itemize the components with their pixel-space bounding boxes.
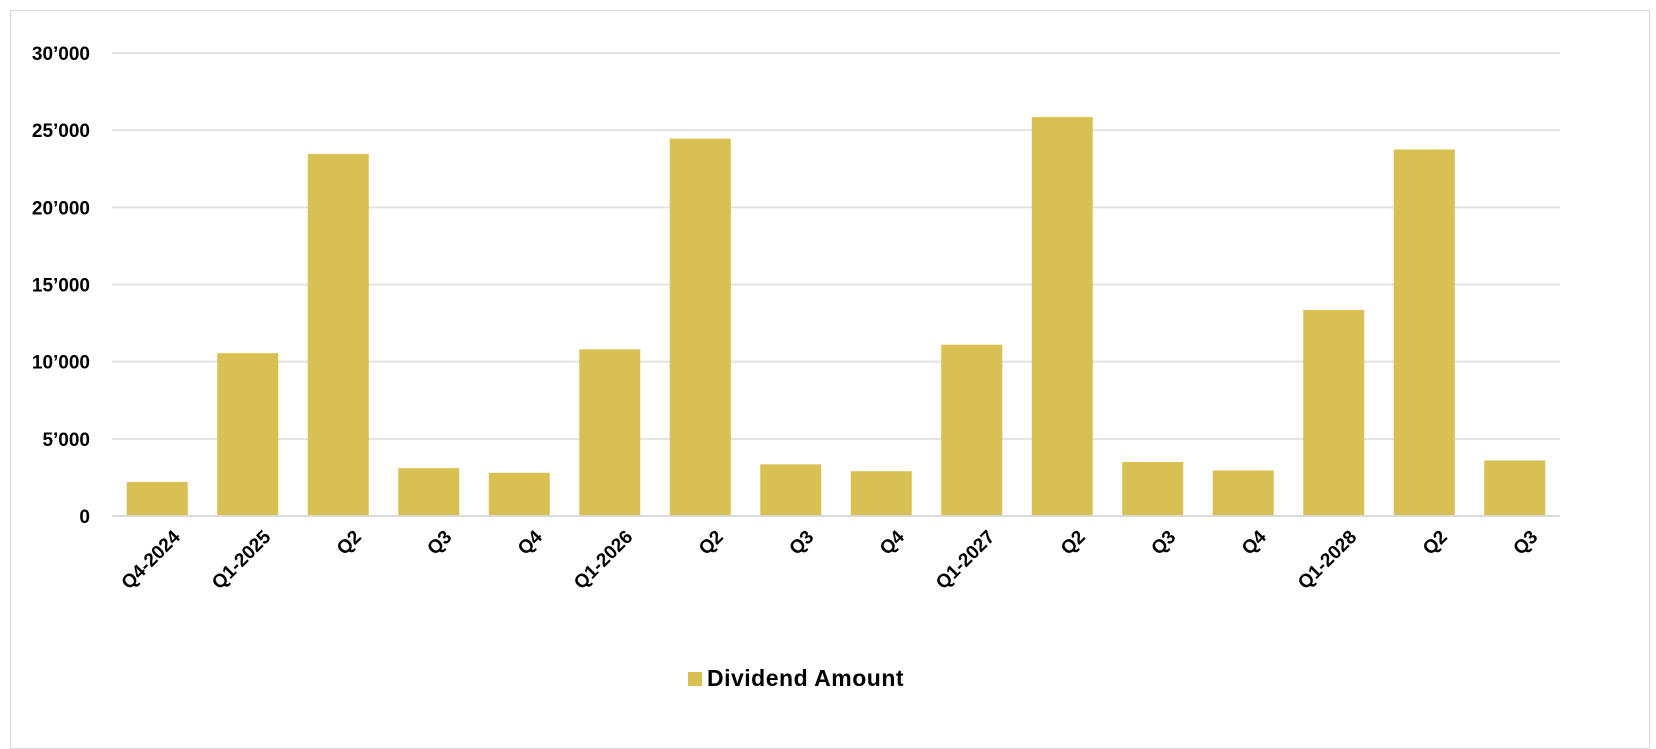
bar[interactable] — [1484, 460, 1546, 516]
legend-swatch — [688, 672, 702, 686]
x-tick-label: Q2 — [1419, 527, 1452, 560]
bar[interactable] — [398, 468, 460, 516]
y-axis-tick-labels: 0 5’000 10’000 15’000 20’000 25’000 30’000 — [32, 44, 90, 528]
bar[interactable] — [669, 138, 731, 516]
bar[interactable] — [1031, 117, 1093, 516]
bar[interactable] — [850, 471, 912, 516]
x-tick-label: Q1-2027 — [932, 527, 999, 594]
bar[interactable] — [488, 472, 550, 516]
y-tick-label: 0 — [79, 507, 90, 528]
bar[interactable] — [1212, 470, 1274, 516]
x-tick-label: Q1-2028 — [1294, 527, 1361, 594]
bar[interactable] — [1122, 461, 1184, 516]
x-tick-label: Q4 — [1238, 526, 1271, 559]
bar[interactable] — [307, 154, 369, 517]
bar[interactable] — [126, 482, 188, 516]
x-tick-label: Q2 — [695, 527, 728, 560]
y-tick-label: 20’000 — [32, 198, 90, 219]
chart-area — [10, 10, 1650, 749]
x-tick-label: Q1-2025 — [208, 526, 275, 593]
bars — [126, 117, 1546, 517]
bar[interactable] — [941, 344, 1003, 516]
y-tick-label: 10’000 — [32, 353, 90, 374]
legend-label: Dividend Amount — [707, 665, 904, 691]
bar[interactable] — [760, 464, 822, 516]
x-axis-tick-labels: Q4-2024 Q1-2025 Q2 Q3 Q4 Q1-2026 Q2 Q3 Q4 Q1-2027… — [118, 526, 1543, 593]
x-tick-label: Q3 — [1148, 527, 1181, 560]
x-tick-label: Q4-2024 — [118, 526, 185, 593]
x-tick-label: Q4 — [514, 526, 547, 559]
x-tick-label: Q4 — [876, 526, 909, 559]
x-tick-label: Q3 — [1510, 527, 1543, 560]
x-tick-label: Q2 — [1057, 527, 1090, 560]
x-tick-label: Q1-2026 — [570, 527, 637, 594]
x-tick-label: Q3 — [786, 527, 819, 560]
y-tick-label: 30’000 — [32, 44, 90, 65]
bar[interactable] — [217, 353, 279, 516]
y-tick-label: 25’000 — [32, 121, 90, 142]
y-tick-label: 15’000 — [32, 276, 90, 297]
x-tick-label: Q2 — [333, 527, 366, 560]
bar[interactable] — [1393, 149, 1455, 517]
y-tick-label: 5’000 — [42, 430, 90, 451]
legend[interactable]: Dividend Amount — [688, 665, 904, 691]
bar[interactable] — [1303, 309, 1365, 516]
bar[interactable] — [579, 349, 641, 516]
x-tick-label: Q3 — [424, 527, 457, 560]
